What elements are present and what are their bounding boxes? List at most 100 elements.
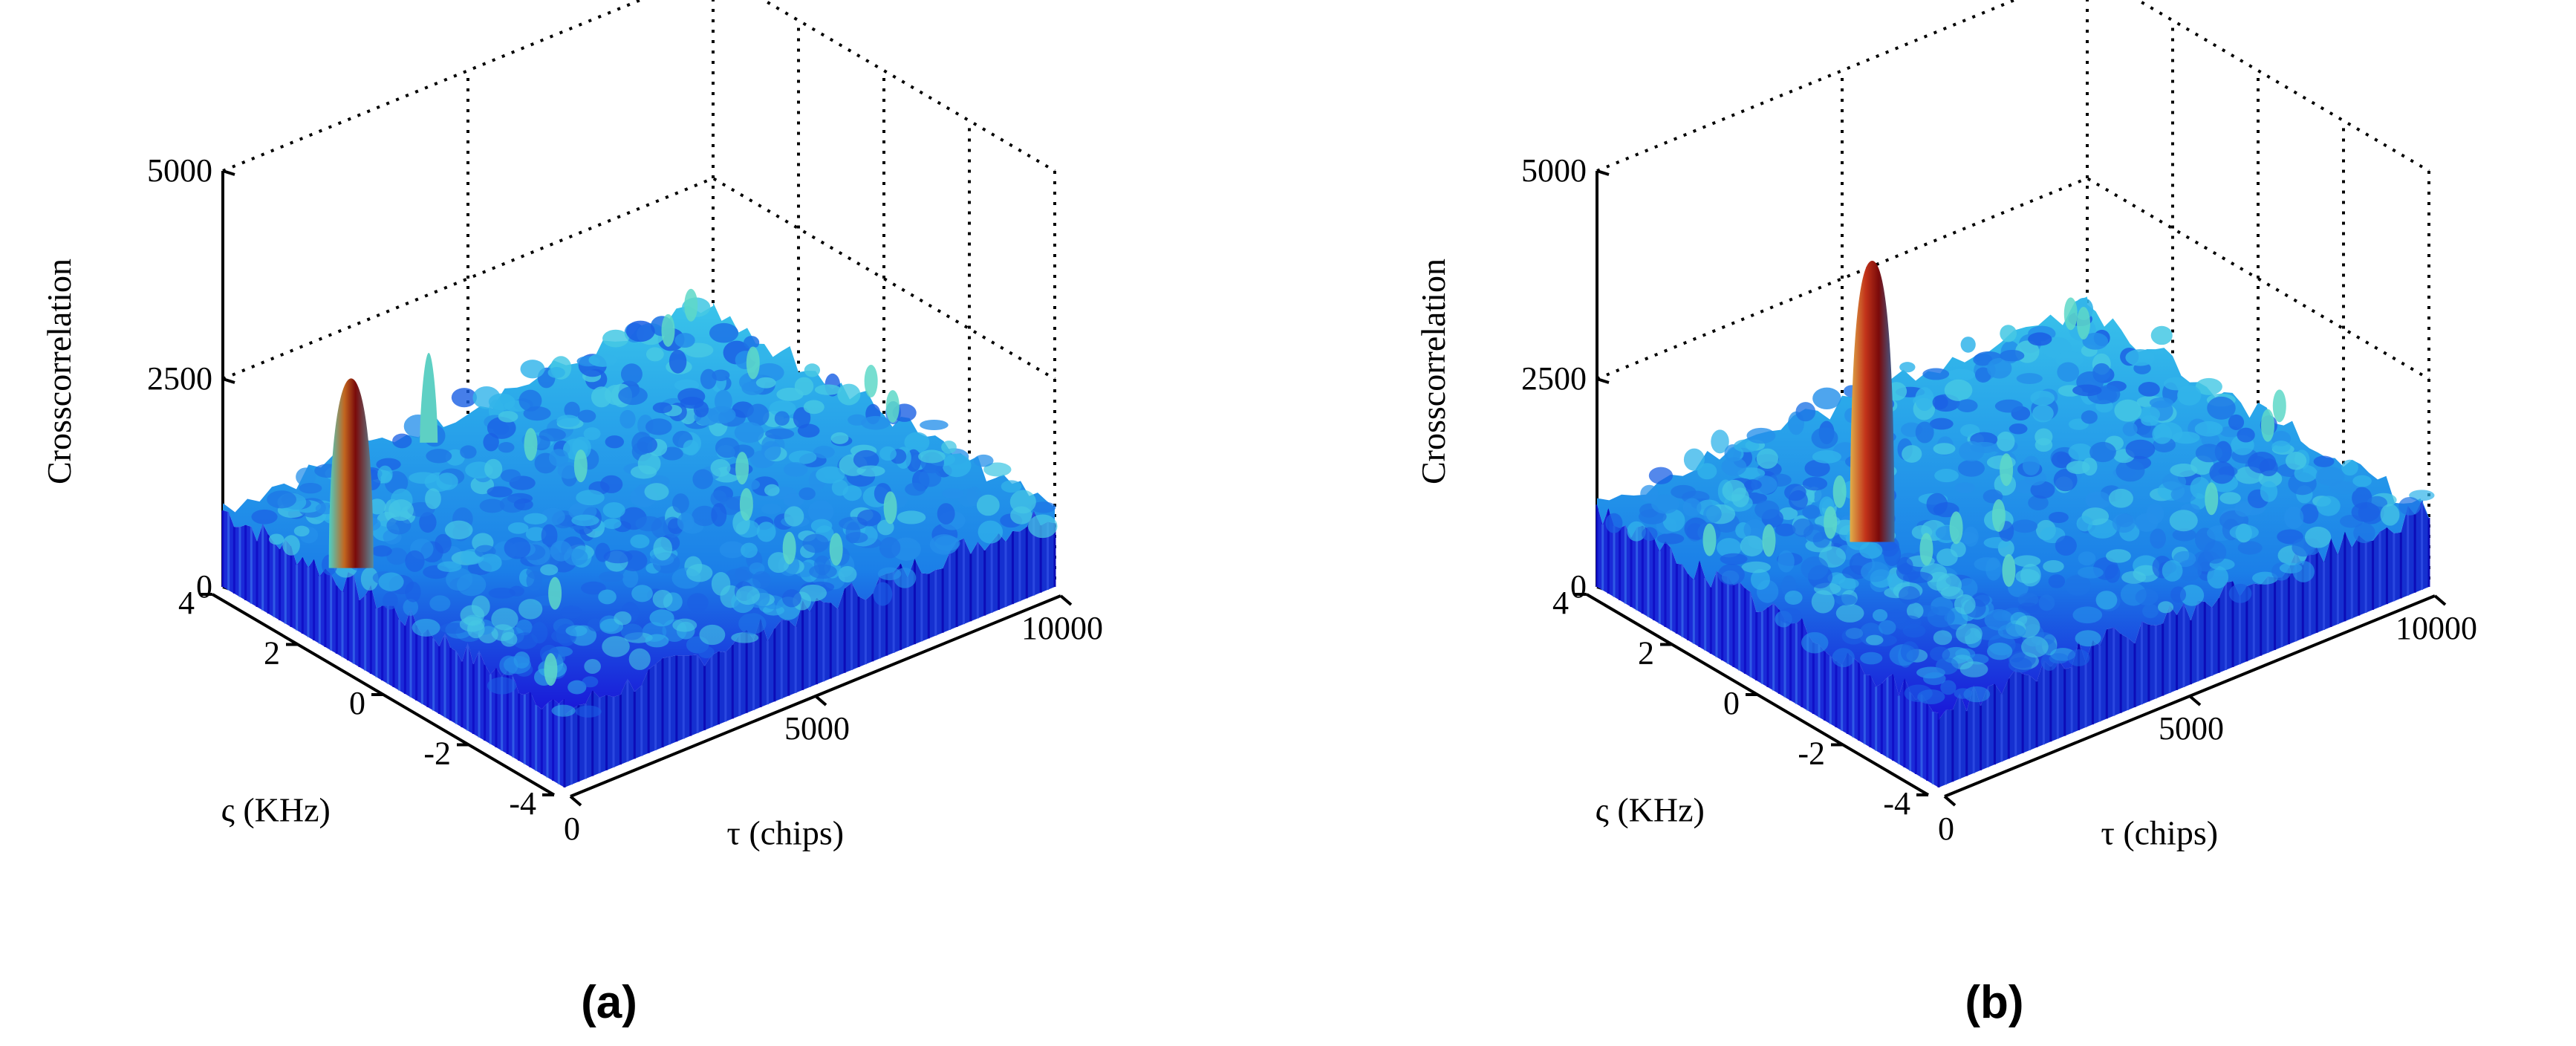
surface-side-lobe (2063, 297, 2078, 331)
surface-bump (1640, 484, 1659, 503)
surface-bump (564, 401, 580, 419)
tau-tick-label: 5000 (784, 710, 850, 747)
surface-bump (2081, 410, 2098, 424)
surface-side-lobe (2076, 306, 2090, 340)
surface-side-lobe (2260, 409, 2274, 442)
freq-axis-label: ς (KHz) (1596, 791, 1705, 829)
surface-bump (419, 512, 437, 533)
surface-side-lobe (684, 288, 698, 322)
surface-bump (1899, 362, 1916, 373)
surface-side-lobe (2002, 553, 2016, 587)
surface-bump (1902, 445, 1922, 463)
surface-bump (1940, 680, 1957, 695)
tau-tick-mark (569, 795, 582, 807)
surface-bump (2315, 467, 2345, 487)
surface-bump (2150, 528, 2166, 549)
surface-bump (2065, 574, 2091, 596)
surface-bump (540, 564, 559, 576)
surface-bump (2035, 438, 2053, 452)
surface-bump (1802, 476, 1828, 491)
surface-bump (2051, 451, 2071, 469)
surface-bump (2300, 504, 2319, 524)
surface-side-lobe (2205, 482, 2219, 516)
surface-bump (1956, 623, 1983, 645)
grid-top-edge (222, 0, 1056, 172)
surface-bump (460, 445, 477, 459)
surface-bump (649, 609, 674, 627)
surface-side-lobe (883, 491, 897, 524)
surface-bump (1860, 561, 1890, 582)
surface-bump (518, 389, 542, 412)
surface-bump (1703, 504, 1722, 523)
z-tick-mark (1596, 169, 1610, 176)
surface-bump (1720, 553, 1748, 565)
surface-bump (525, 527, 547, 542)
surface-bump (500, 469, 521, 483)
surface-bump (1683, 448, 1705, 471)
surface-bump (644, 483, 669, 501)
surface-bump (2285, 452, 2307, 470)
surface-bump (487, 417, 516, 439)
surface-side-lobe (746, 346, 760, 380)
surface-side-lobe (1762, 524, 1776, 557)
surface-bump (774, 411, 790, 426)
z-axis-label: Crosscorrelation (40, 259, 78, 484)
surface-bump (491, 608, 518, 631)
surface-bump (942, 488, 964, 499)
surface-bump (1733, 439, 1760, 452)
surface-bump (1922, 368, 1950, 380)
surface-bump (761, 503, 781, 515)
surface-bump (267, 490, 296, 509)
surface-bump (813, 445, 835, 459)
surface-bump (1936, 548, 1958, 567)
surface-bump (2078, 551, 2096, 566)
surface-bump (603, 550, 633, 564)
surface-bump (783, 462, 808, 477)
surface-bump (738, 613, 767, 634)
surface-bump (1944, 379, 1973, 401)
freq-tick-label: 4 (1552, 585, 1569, 621)
surface-bump (879, 536, 901, 559)
surface-bump (360, 567, 379, 591)
surface-bump (838, 565, 857, 583)
surface-bump (1775, 523, 1796, 536)
surface-bump (2313, 455, 2335, 467)
surface-bump (669, 349, 687, 374)
surface-bump (2048, 511, 2069, 524)
surface-bump (918, 449, 946, 464)
surface-bump (2011, 519, 2038, 533)
surface-bump (2194, 420, 2223, 437)
surface-bump (709, 322, 739, 343)
tau-axis-label: τ (chips) (2101, 814, 2218, 852)
surface-bump (2057, 362, 2080, 383)
surface-bump (2022, 455, 2040, 475)
surface-bump (426, 449, 452, 464)
surface-bump (602, 636, 630, 657)
surface-bump (602, 518, 622, 530)
surface-bump (2162, 472, 2187, 491)
surface-bump (1811, 427, 1838, 449)
surface-bump (2076, 516, 2093, 532)
surface-bump (584, 659, 601, 674)
surface-bump (1031, 501, 1056, 513)
surface-bump (526, 571, 543, 591)
surface-bump (2237, 427, 2255, 443)
surface-bump (764, 428, 795, 440)
surface-bump (734, 422, 764, 444)
surface-bump (1987, 643, 2013, 660)
surface-bump (645, 634, 669, 648)
surface-bump (2020, 563, 2041, 587)
surface-bump (2162, 560, 2183, 582)
surface-bump (625, 320, 655, 342)
surface-bump (487, 677, 517, 695)
surface-bump (1832, 648, 1855, 668)
surface-bump (735, 585, 761, 605)
surface-bump (2122, 422, 2138, 437)
surface-bump (1648, 467, 1674, 484)
surface-side-lobe (2000, 453, 2014, 487)
surface-bump (605, 435, 625, 449)
surface-bump (582, 676, 599, 688)
surface-bump (1915, 387, 1934, 412)
surface-bump (378, 572, 404, 591)
surface-bump (1642, 527, 1658, 541)
